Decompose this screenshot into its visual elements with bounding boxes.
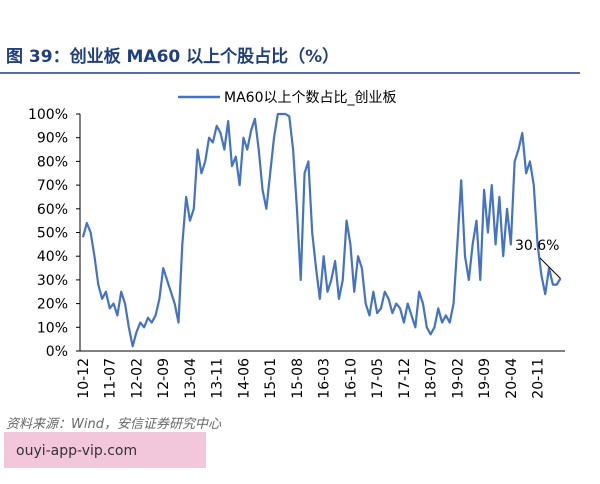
x-tick-label: 20-04 xyxy=(504,358,520,399)
y-tick-label: 50% xyxy=(37,226,68,242)
watermark-box xyxy=(4,432,206,468)
watermark: ouyi-app-vip.com xyxy=(16,443,137,459)
y-tick-label: 80% xyxy=(37,154,68,170)
x-tick-label: 12-02 xyxy=(129,358,145,399)
y-tick-label: 10% xyxy=(37,320,68,336)
source: 资料来源：Wind，安信证券研究中心 xyxy=(6,416,222,432)
x-tick-label: 18-07 xyxy=(424,358,440,399)
x-tick-label: 13-11 xyxy=(210,358,226,399)
y-tick-label: 90% xyxy=(37,131,68,147)
x-tick-label: 13-04 xyxy=(183,358,199,399)
chart-title: 图 39：创业板 MA60 以上个股占比（%） xyxy=(6,46,339,67)
y-tick-label: 20% xyxy=(37,297,68,313)
x-tick-label: 15-01 xyxy=(263,358,279,399)
x-tick-label: 17-12 xyxy=(397,358,413,399)
x-tick-label: 19-02 xyxy=(450,358,466,399)
y-tick-label: 100% xyxy=(28,107,68,123)
x-tick-label: 17-05 xyxy=(370,358,386,399)
y-tick-label: 60% xyxy=(37,202,68,218)
y-tick-label: 0% xyxy=(46,344,68,360)
annotation-arrow xyxy=(539,257,561,279)
x-tick-label: 19-09 xyxy=(477,358,493,399)
x-tick-label: 15-08 xyxy=(290,358,306,399)
x-tick-label: 16-10 xyxy=(343,358,359,399)
x-tick-label: 14-06 xyxy=(236,358,252,399)
x-tick-label: 16-03 xyxy=(317,358,333,399)
x-tick-label: 10-12 xyxy=(76,358,92,399)
y-tick-label: 40% xyxy=(37,249,68,265)
x-tick-label: 11-07 xyxy=(103,358,119,399)
y-tick-label: 30% xyxy=(37,273,68,289)
x-tick-label: 12-09 xyxy=(156,358,172,399)
series-line xyxy=(81,112,562,348)
y-tick-label: 70% xyxy=(37,178,68,194)
x-tick-label: 20-11 xyxy=(531,358,547,399)
legend-label: MA60以上个数占比_创业板 xyxy=(224,90,396,106)
annotation-label: 30.6% xyxy=(515,238,559,254)
